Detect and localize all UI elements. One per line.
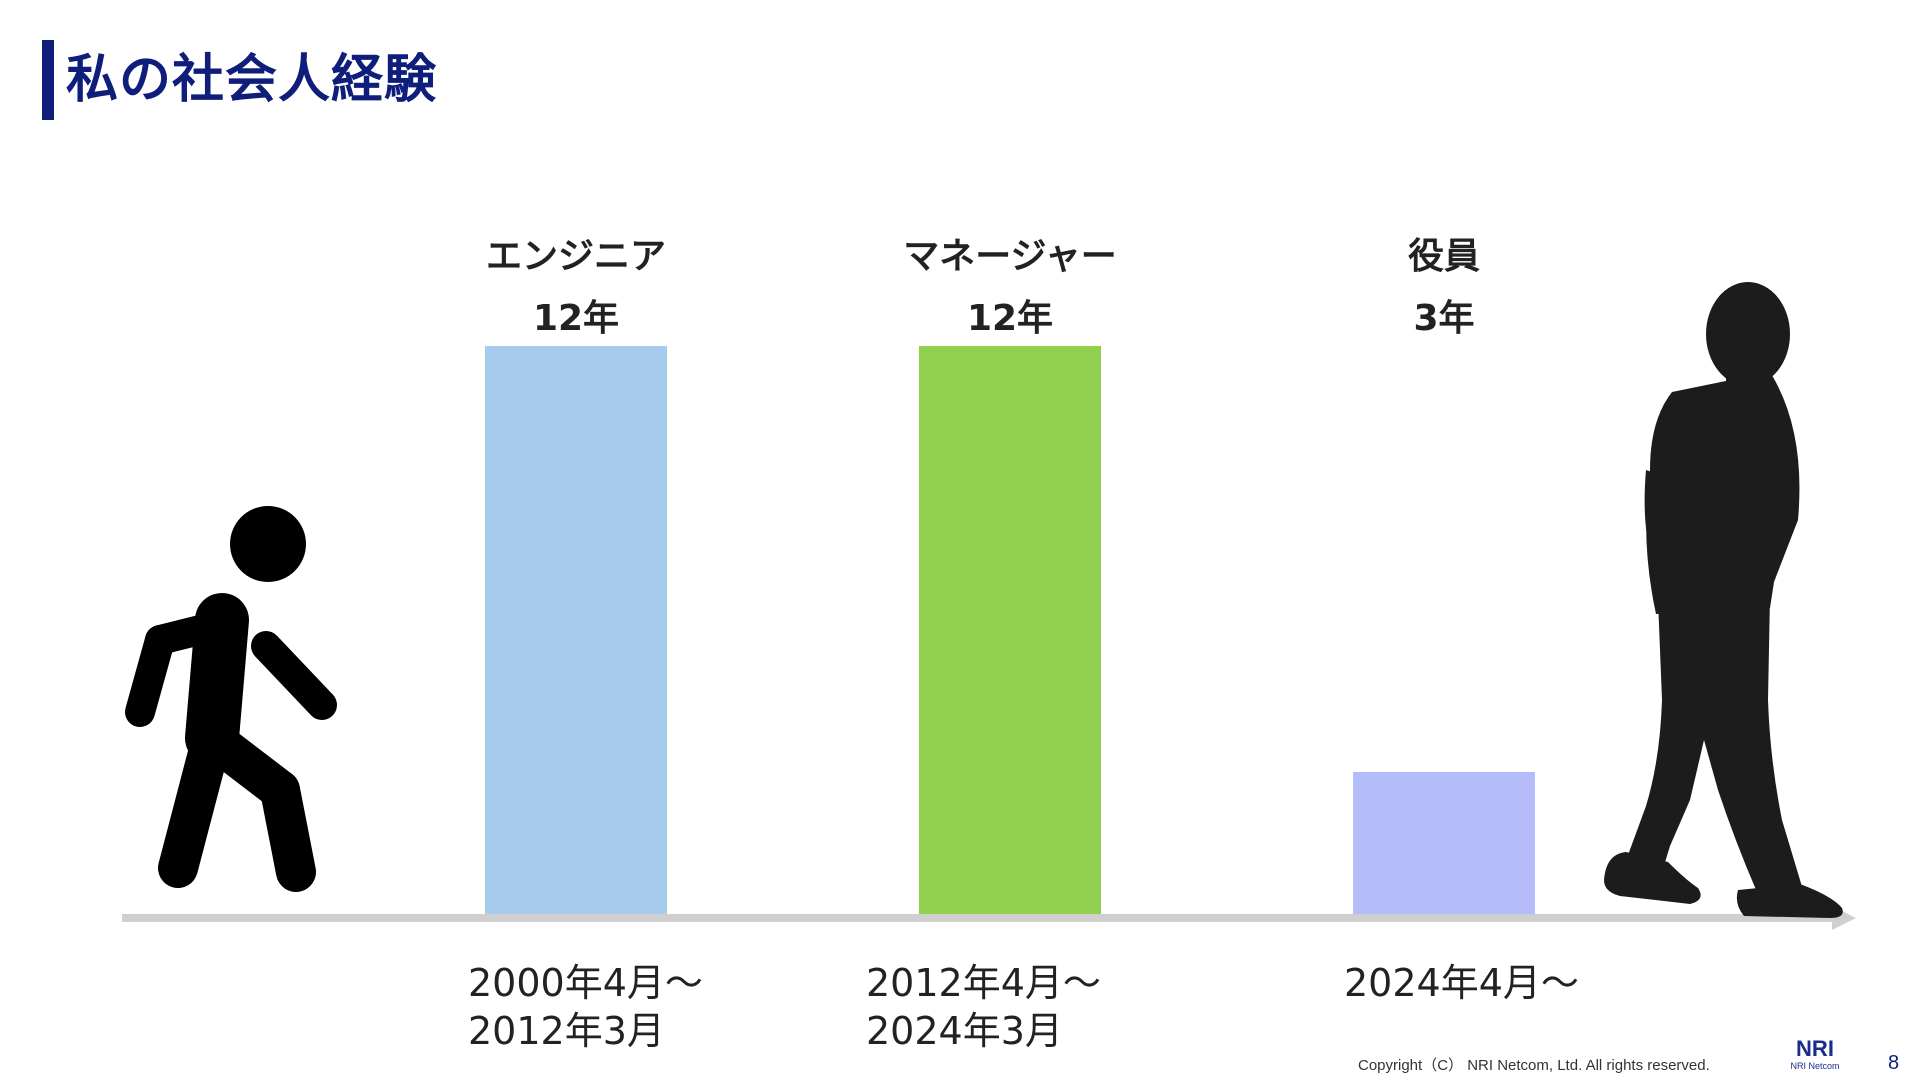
bar-3	[1353, 772, 1535, 914]
category-label-3: 役員	[1408, 236, 1480, 277]
bar-2	[919, 346, 1101, 914]
page-number: 8	[1888, 1052, 1900, 1074]
period-label-1-1: 2000年4月～	[468, 961, 703, 1005]
value-label-2: 12年	[967, 298, 1053, 339]
copyright-notice: Copyright（C） NRI Netcom, Ltd. All rights…	[1358, 1057, 1710, 1074]
company-logo: NRI NRI Netcom	[1782, 1038, 1848, 1072]
value-label-1: 12年	[533, 298, 619, 339]
bars-group	[485, 346, 1535, 914]
category-label-1: エンジニア	[486, 236, 666, 277]
period-label-2-2: 2024年3月	[866, 1009, 1063, 1053]
category-label-2: マネージャー	[903, 236, 1116, 277]
logo-mark: NRI	[1796, 1036, 1834, 1061]
value-label-3: 3年	[1413, 298, 1474, 339]
bar-1	[485, 346, 667, 914]
page-title: 私の社会人経験	[66, 50, 438, 110]
labels-group: エンジニア 12年 2000年4月～2012年3月 マネージャー 12年 2012年4月～…	[468, 236, 1579, 1053]
standing-man-silhouette	[1604, 282, 1843, 918]
walking-person-icon	[125, 506, 337, 892]
logo-subtext: NRI Netcom	[1790, 1061, 1840, 1071]
title-accent-bar	[42, 40, 54, 120]
period-label-2-1: 2012年4月～	[866, 961, 1101, 1005]
period-label-3-1: 2024年4月～	[1344, 961, 1579, 1005]
period-label-1-2: 2012年3月	[468, 1009, 665, 1053]
